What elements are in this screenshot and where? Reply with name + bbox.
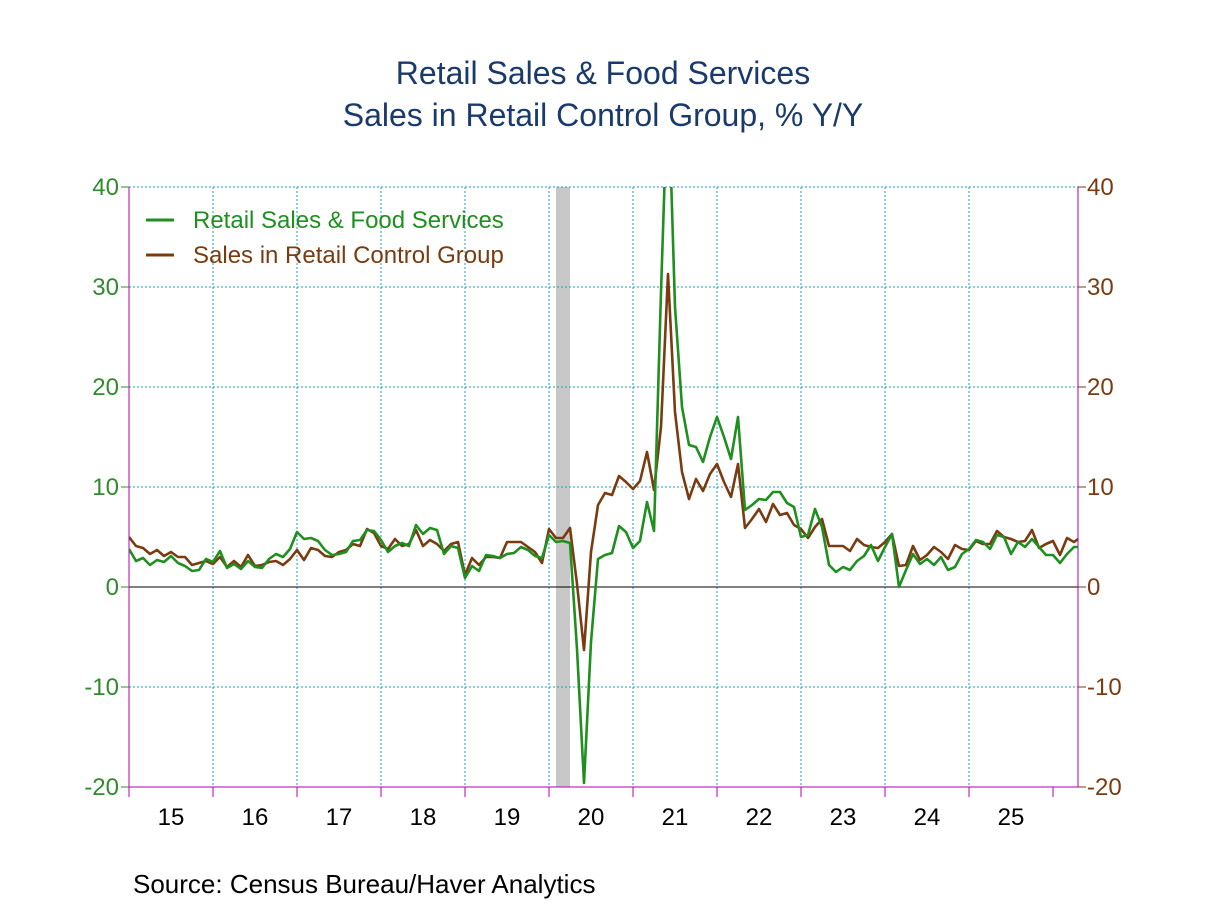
x-tick-label: 17: [326, 804, 353, 831]
x-tick-label: 23: [830, 804, 857, 831]
x-axis-ticks: 15 16 17 18 19 20 21 22 23 24 25: [128, 787, 1054, 831]
legend-label-retail-sales: Retail Sales & Food Services: [193, 207, 504, 234]
x-tick-label: 18: [410, 804, 437, 831]
left-tick-label: -20: [84, 774, 119, 801]
left-axis-ticks: 40 30 20 10 0 -10 -20: [84, 174, 129, 801]
gridlines: [129, 186, 1078, 788]
x-tick-label: 15: [158, 804, 185, 831]
left-tick-label: 30: [92, 274, 119, 301]
chart-title: Retail Sales & Food Services: [396, 55, 810, 91]
x-tick-label: 16: [242, 804, 269, 831]
left-tick-label: 40: [92, 174, 119, 201]
chart-subtitle: Sales in Retail Control Group, % Y/Y: [343, 97, 864, 133]
x-tick-label: 20: [578, 804, 605, 831]
right-tick-label: 10: [1087, 474, 1114, 501]
right-tick-label: 40: [1087, 174, 1114, 201]
left-tick-label: -10: [84, 674, 119, 701]
right-tick-label: -20: [1087, 774, 1122, 801]
right-tick-label: -10: [1087, 674, 1122, 701]
series-lines: [129, 187, 1078, 785]
left-tick-label: 0: [106, 574, 119, 601]
legend-label-control-group: Sales in Retail Control Group: [193, 242, 504, 269]
x-tick-label: 22: [746, 804, 773, 831]
x-tick-label: 25: [998, 804, 1025, 831]
left-tick-label: 20: [92, 374, 119, 401]
series-line-control-group: [129, 272, 1078, 652]
right-tick-label: 0: [1087, 574, 1100, 601]
legend: Retail Sales & Food Services Sales in Re…: [146, 207, 504, 269]
series-line-retail-sales: [129, 187, 1078, 785]
left-tick-label: 10: [92, 474, 119, 501]
right-axis-ticks: 40 30 20 10 0 -10 -20: [1078, 174, 1122, 801]
x-tick-label: 21: [662, 804, 689, 831]
source-note: Source: Census Bureau/Haver Analytics: [133, 869, 595, 899]
x-tick-label: 19: [494, 804, 521, 831]
x-tick-label: 24: [914, 804, 941, 831]
right-tick-label: 30: [1087, 274, 1114, 301]
axes: [128, 187, 1079, 797]
right-tick-label: 20: [1087, 374, 1114, 401]
